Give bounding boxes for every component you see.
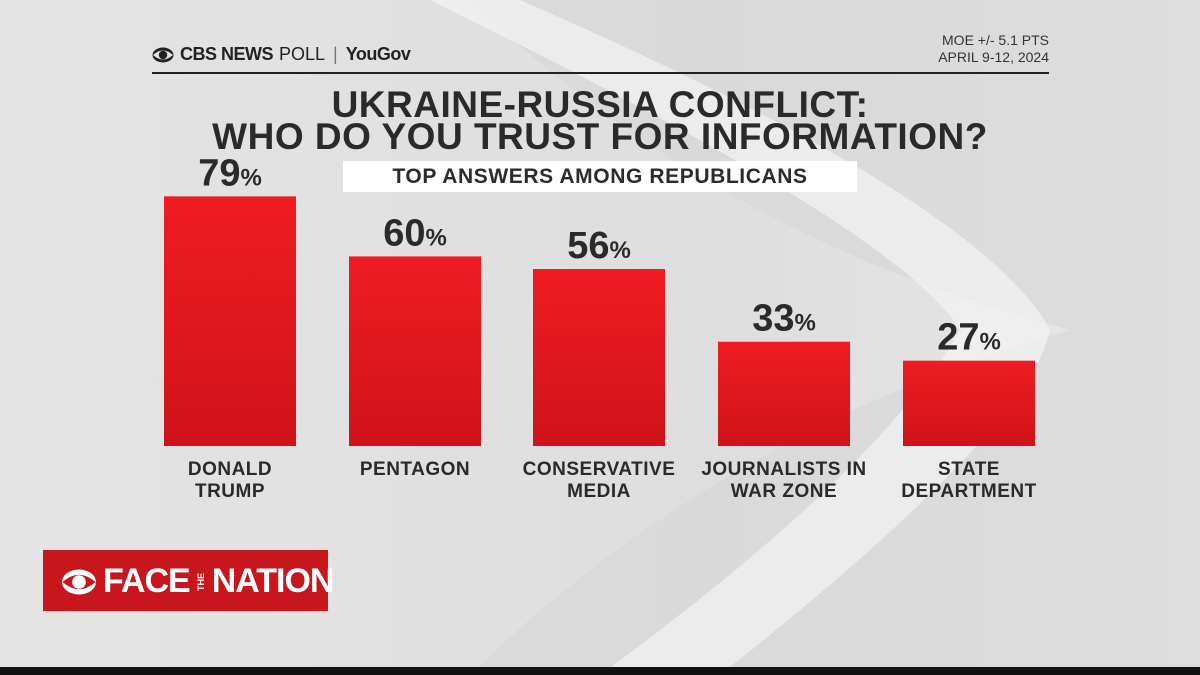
bar-2 <box>533 269 665 446</box>
poll-meta: MOE +/- 5.1 PTS APRIL 9-12, 2024 <box>938 32 1049 66</box>
logo-the: THE <box>195 572 206 591</box>
category-label-4-line-1: DEPARTMENT <box>901 481 1037 502</box>
category-label-2-line-1: MEDIA <box>567 481 631 502</box>
header-rule <box>152 72 1049 74</box>
bar-3 <box>718 341 850 446</box>
bottom-bar <box>0 667 1200 675</box>
category-label-0-line-0: DONALD <box>188 459 272 480</box>
poll-date: APRIL 9-12, 2024 <box>938 49 1049 65</box>
subtitle-box: TOP ANSWERS AMONG REPUBLICANS <box>343 161 857 192</box>
category-label-3-line-0: JOURNALISTS IN <box>701 459 866 480</box>
logo-nation: NATION <box>211 562 335 600</box>
bar-4 <box>903 360 1035 446</box>
category-label-0-line-1: TRUMP <box>195 481 265 502</box>
category-label-2-line-0: CONSERVATIVE <box>523 459 676 480</box>
chart-title-line1: UKRAINE-RUSSIA CONFLICT: <box>331 84 869 125</box>
category-label-3-line-1: WAR ZONE <box>731 481 837 502</box>
chart-title-line2: WHO DO YOU TRUST FOR INFORMATION? <box>212 116 988 157</box>
brand-cbs-news: CBS NEWS <box>180 44 274 64</box>
brand-poll: POLL <box>279 44 326 64</box>
data-label-4: 27% <box>937 317 1001 359</box>
data-label-3: 33% <box>752 298 816 340</box>
face-the-nation-logo: FACE THE NATION <box>43 550 334 611</box>
brand-yougov: YouGov <box>345 44 411 64</box>
logo-face: FACE <box>103 562 191 600</box>
bar-1 <box>349 256 481 446</box>
cbs-eye-icon <box>152 47 174 62</box>
category-label-4-line-0: STATE <box>938 459 1000 480</box>
data-label-1: 60% <box>383 212 447 254</box>
data-label-0: 79% <box>198 152 262 194</box>
poll-brand: CBS NEWS POLL | YouGov <box>152 44 411 65</box>
data-label-2: 56% <box>567 225 631 267</box>
bar-0 <box>164 196 296 446</box>
margin-of-error: MOE +/- 5.1 PTS <box>942 32 1049 48</box>
category-label-1-line-0: PENTAGON <box>360 459 470 480</box>
cbs-eye-logo-icon <box>62 569 96 594</box>
chart-subtitle: TOP ANSWERS AMONG REPUBLICANS <box>392 164 808 188</box>
brand-separator: | <box>333 44 338 64</box>
